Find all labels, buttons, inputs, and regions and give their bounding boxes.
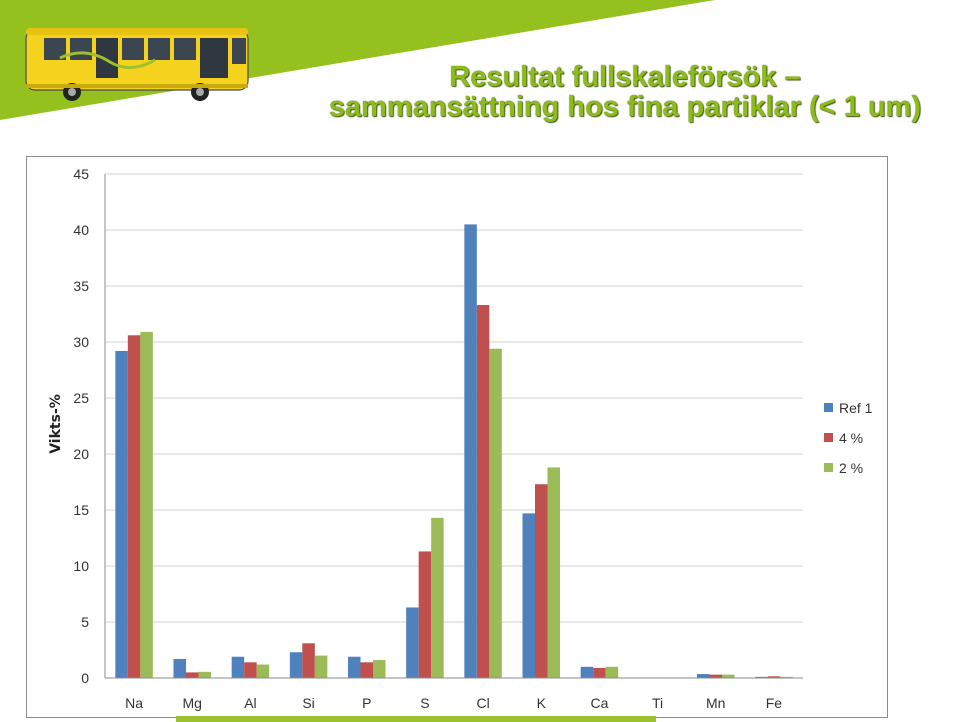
y-axis-label: Vikts-% xyxy=(48,394,64,454)
y-axis-ticks: 0 5 10 15 20 25 30 35 40 45 xyxy=(73,166,89,686)
bar-ca-2 xyxy=(593,667,606,678)
bars xyxy=(115,224,793,679)
bar-chart: 0 5 10 15 20 25 30 35 40 45 Na Mg Al Si P S Cl K Ca Ti Mn Fe… xyxy=(48,166,873,711)
bar-na-3 xyxy=(140,331,153,678)
y-tick-label: 10 xyxy=(73,558,89,574)
y-tick-label: 40 xyxy=(73,222,89,238)
bar-mg-2 xyxy=(186,672,199,678)
slide-title-line-1: Resultat fullskaleförsök – xyxy=(449,61,801,93)
bar-na-1 xyxy=(115,350,128,678)
bar-fe-3 xyxy=(780,676,793,678)
bar-mn-3 xyxy=(722,674,735,678)
x-tick-label: Si xyxy=(302,695,314,711)
bar-al-1 xyxy=(231,656,245,678)
bar-fe-1 xyxy=(755,676,768,678)
chart-frame xyxy=(26,156,888,718)
x-tick-label: Mg xyxy=(183,695,202,711)
slide-title: Resultat fullskaleförsök – sammansättnin… xyxy=(290,62,960,122)
legend-swatch xyxy=(824,403,833,412)
y-tick-label: 35 xyxy=(73,278,89,294)
bar-s-3 xyxy=(431,517,444,678)
x-tick-label: Ti xyxy=(652,695,663,711)
legend-label: 4 % xyxy=(839,430,863,446)
x-axis-ticks: Na Mg Al Si P S Cl K Ca Ti Mn Fe xyxy=(125,695,782,711)
x-tick-label: S xyxy=(420,695,429,711)
legend-swatch xyxy=(824,463,833,472)
bar-fe-2 xyxy=(767,676,781,678)
bar-k-3 xyxy=(547,467,560,678)
y-tick-label: 20 xyxy=(73,446,89,462)
x-tick-label: Na xyxy=(125,695,143,711)
header-banner xyxy=(0,0,715,120)
bottom-accent-strip xyxy=(176,716,656,722)
grid-lines xyxy=(105,173,803,623)
bar-ca-3 xyxy=(605,666,619,678)
x-tick-label: K xyxy=(537,695,547,711)
bar-s-2 xyxy=(418,551,432,678)
bar-p-3 xyxy=(373,660,386,678)
bar-na-2 xyxy=(127,335,141,678)
legend: Ref 1 4 % 2 % xyxy=(824,400,873,476)
bar-p-1 xyxy=(348,656,361,678)
bar-mn-2 xyxy=(709,674,722,678)
bar-al-2 xyxy=(244,662,257,678)
bar-k-1 xyxy=(522,513,535,678)
bar-s-1 xyxy=(406,607,419,678)
y-tick-label: 0 xyxy=(81,670,89,686)
legend-swatch xyxy=(824,433,833,442)
y-tick-label: 5 xyxy=(81,614,89,630)
x-tick-label: Fe xyxy=(766,695,783,711)
bar-si-2 xyxy=(302,643,315,678)
bar-al-3 xyxy=(256,664,270,678)
y-tick-label: 25 xyxy=(73,390,89,406)
bar-mg-1 xyxy=(173,658,186,678)
bar-cl-2 xyxy=(476,305,490,678)
bus-logo-image xyxy=(25,28,249,101)
bar-ca-1 xyxy=(580,666,594,678)
x-tick-label: P xyxy=(362,695,371,711)
bar-k-2 xyxy=(535,484,548,678)
x-tick-label: Ca xyxy=(590,695,608,711)
legend-label: 2 % xyxy=(839,460,863,476)
legend-label: Ref 1 xyxy=(839,400,873,416)
bar-si-3 xyxy=(314,655,328,678)
bar-cl-3 xyxy=(489,348,502,678)
y-tick-label: 15 xyxy=(73,502,89,518)
bar-p-2 xyxy=(360,662,373,678)
bar-mg-3 xyxy=(198,671,211,678)
y-tick-label: 45 xyxy=(73,166,89,182)
bar-cl-1 xyxy=(464,224,477,678)
y-tick-label: 30 xyxy=(73,334,89,350)
x-tick-label: Al xyxy=(244,695,256,711)
x-tick-label: Cl xyxy=(476,695,489,711)
slide-title-line-2: sammansättning hos fina partiklar (< 1 u… xyxy=(328,91,922,123)
bar-mn-1 xyxy=(697,674,710,678)
x-tick-label: Mn xyxy=(706,695,725,711)
bar-si-1 xyxy=(289,652,303,678)
